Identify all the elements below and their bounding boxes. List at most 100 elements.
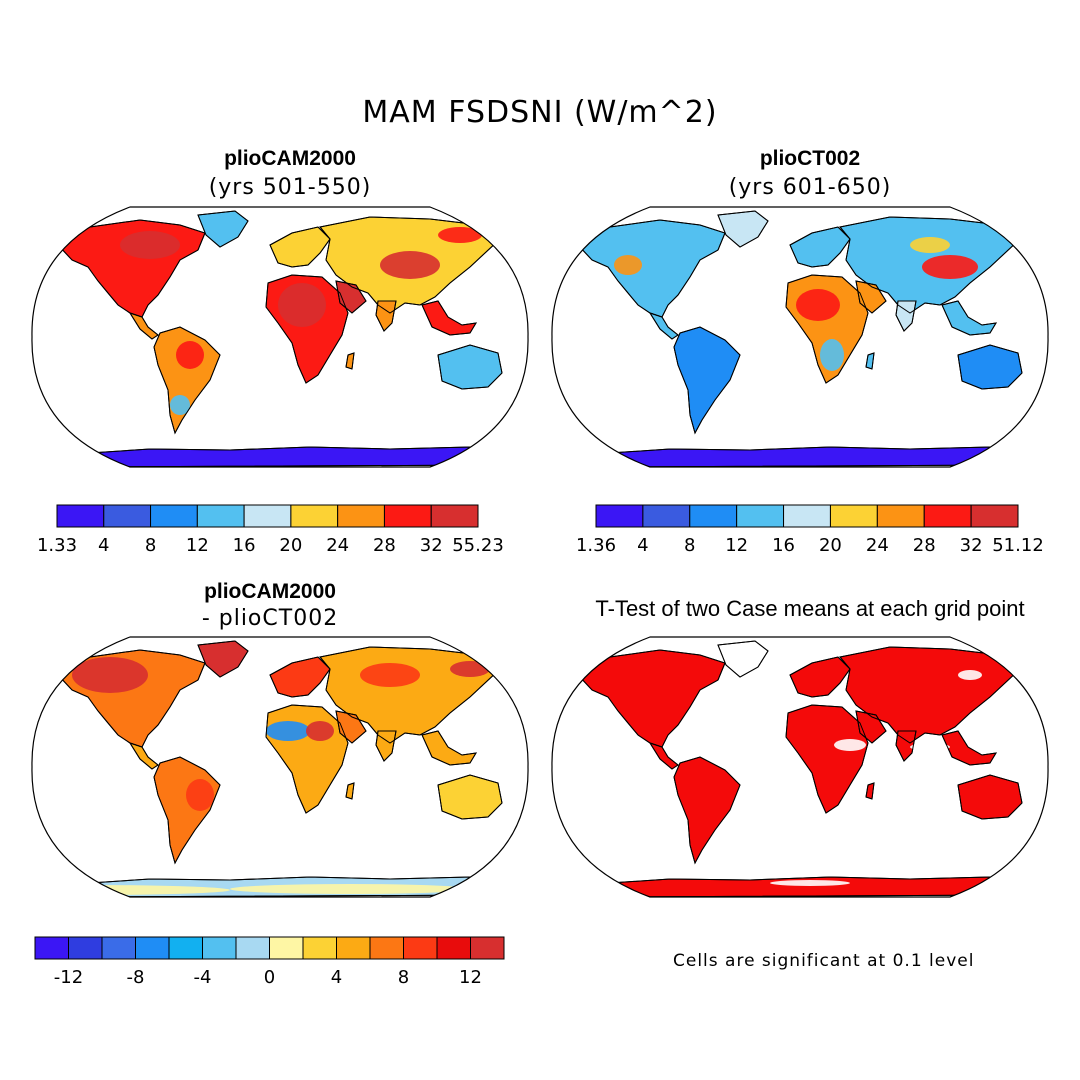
colorbar-swatch — [470, 936, 505, 960]
coastline — [785, 704, 869, 814]
colorbar-tick-label: 28 — [913, 535, 936, 556]
field-anomaly — [360, 663, 420, 687]
colorbar-tick-label: 8 — [398, 967, 409, 988]
colorbar-1: 1.33 4 8 12 16 20 24 28 32 55.23 — [37, 503, 520, 563]
coastline — [941, 730, 997, 766]
colorbar-swatch — [243, 504, 292, 528]
figure-title: MAM FSDSNI (W/m^2) — [362, 95, 718, 130]
colorbar-tick-label: 24 — [326, 535, 349, 556]
colorbar-swatch — [336, 936, 371, 960]
coastline — [197, 210, 249, 248]
colorbar-tick-label: 4 — [331, 967, 342, 988]
field-anomaly — [910, 237, 950, 253]
colorbar-swatch — [269, 936, 304, 960]
field-anomaly — [278, 283, 326, 327]
field-anomaly — [266, 721, 310, 741]
colorbar-swatch — [68, 936, 103, 960]
map-frame — [31, 636, 529, 898]
colorbar-tick-label: 8 — [684, 535, 695, 556]
coastline — [79, 446, 506, 467]
coastline — [375, 300, 397, 332]
field-anomaly — [910, 743, 950, 751]
colorbar-tick-label: 4 — [98, 535, 109, 556]
coastline — [599, 446, 1026, 467]
colorbar-swatch — [970, 504, 1019, 528]
colorbar-tick-label: 16 — [233, 535, 256, 556]
map-frame — [551, 206, 1049, 468]
coastline — [421, 300, 477, 336]
colorbar-tick-label: 32 — [960, 535, 983, 556]
colorbar-swatch — [34, 936, 69, 960]
coastline — [57, 219, 206, 318]
colorbar-tick-label: 1.33 — [37, 535, 77, 556]
coastline — [153, 756, 221, 865]
coastline — [265, 274, 349, 384]
colorbar-swatch — [923, 504, 972, 528]
coastline — [345, 782, 355, 800]
panel-4-title: T-Test of two Case means at each grid po… — [595, 596, 1025, 621]
field-anomaly — [230, 884, 470, 894]
field-anomaly — [958, 670, 982, 680]
colorbar-swatch — [403, 936, 438, 960]
coastline — [577, 219, 726, 318]
coastline — [335, 280, 367, 314]
continent-antarctica — [599, 446, 1026, 467]
colorbar-swatch — [383, 504, 432, 528]
colorbar-swatch — [196, 504, 245, 528]
panel-2-subtitle: (yrs 601-650) — [728, 175, 892, 200]
colorbar-tick-label: 12 — [725, 535, 748, 556]
panel-3-title: plioCAM2000 — [204, 580, 336, 603]
colorbar-swatch — [150, 504, 198, 528]
field-anomaly — [176, 341, 204, 369]
coastline — [57, 649, 206, 748]
field-anomaly — [834, 739, 866, 751]
coastline — [345, 352, 355, 370]
coastline — [437, 774, 503, 820]
colorbar-tick-label: 16 — [772, 535, 795, 556]
map-frame — [551, 636, 1049, 898]
map-panel-ttest — [551, 636, 1049, 898]
colorbar-swatch — [430, 504, 479, 528]
colorbar-swatch — [101, 936, 136, 960]
colorbar-swatch — [168, 936, 203, 960]
colorbar-swatch — [302, 936, 337, 960]
colorbar-tick-label: 1.36 — [576, 535, 616, 556]
colorbar-swatch — [436, 936, 471, 960]
coastline — [128, 742, 159, 770]
colorbar-swatch — [56, 504, 105, 528]
field-anomaly — [380, 251, 440, 279]
continent-antarctica — [79, 446, 506, 467]
coastline — [789, 226, 851, 268]
coastline — [421, 730, 477, 766]
panel-3-subtitle: - plioCT002 — [201, 606, 339, 631]
colorbar-swatch — [369, 936, 404, 960]
colorbar-tick-label: 4 — [637, 535, 648, 556]
field-anomaly — [170, 395, 190, 415]
colorbar-tick-label: 28 — [373, 535, 396, 556]
colorbar-tick-label: 0 — [264, 967, 275, 988]
field-anomaly — [820, 339, 844, 371]
colorbar-swatch — [736, 504, 785, 528]
map-panel-difference — [31, 636, 529, 898]
map-panel-plioCT002 — [551, 206, 1049, 468]
field-anomaly — [186, 779, 214, 811]
map-frame — [31, 206, 529, 468]
colorbar-tick-label: 24 — [866, 535, 889, 556]
coastline — [79, 876, 506, 897]
coastline — [855, 280, 887, 314]
coastline — [895, 730, 917, 762]
colorbar-tick-label: 12 — [459, 967, 482, 988]
coastline — [717, 210, 769, 248]
colorbar-tick-label: 51.12 — [992, 535, 1044, 556]
colorbar-swatch — [876, 504, 925, 528]
field-anomaly — [922, 255, 978, 279]
coastline — [577, 649, 726, 748]
significance-note: Cells are significant at 0.1 level — [673, 951, 975, 971]
field-anomaly — [72, 657, 148, 693]
coastline — [717, 640, 769, 678]
panel-2-title: plioCT002 — [759, 147, 861, 170]
field-anomaly — [450, 661, 490, 677]
coastline — [648, 742, 679, 770]
coastline — [335, 710, 367, 744]
field-anomaly — [438, 227, 482, 243]
